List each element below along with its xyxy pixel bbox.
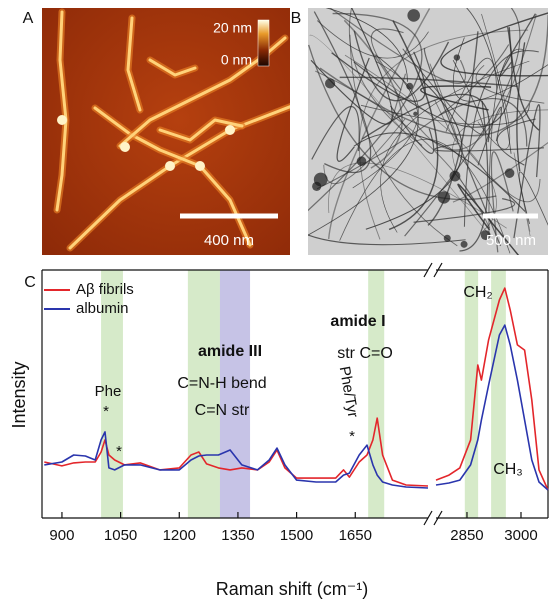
- annotation: *: [349, 428, 355, 445]
- highlight-band: [491, 270, 506, 518]
- tem-cluster: [454, 54, 460, 60]
- tem-cluster: [450, 171, 461, 182]
- colorbar-min-label: 0 nm: [221, 52, 252, 68]
- highlight-band: [188, 270, 220, 518]
- raman-chart: 900 1050 1200 1350 1500 1650 2850 3000 Aβ fibril…: [9, 263, 548, 599]
- page: {"panels": { "a": {"label": "A", "colorb…: [0, 0, 550, 606]
- fibril-node: [57, 115, 67, 125]
- annotation: str C=O: [337, 345, 393, 362]
- tem-cluster: [413, 112, 417, 116]
- panel-label: A: [23, 10, 34, 27]
- x-tick-label: 900: [49, 527, 74, 544]
- colorbar: [258, 20, 269, 66]
- x-tick-label: 1650: [339, 527, 372, 544]
- annotation: Phe/Tyr: [336, 365, 362, 419]
- tem-cluster: [444, 235, 451, 242]
- panel-label: B: [291, 10, 302, 27]
- panel-label: C: [24, 274, 36, 291]
- x-axis-title: Raman shift (cm⁻¹): [216, 579, 369, 599]
- tem-cluster: [357, 156, 367, 166]
- tem-cluster: [461, 241, 468, 248]
- y-axis-title: Intensity: [9, 361, 29, 428]
- fibril-node: [120, 142, 130, 152]
- annotation: Phe: [95, 383, 122, 400]
- scale-bar-label: 500 nm: [486, 232, 536, 249]
- annotation: *: [116, 443, 122, 460]
- annotation: *: [103, 403, 109, 420]
- annotation: amide I: [330, 313, 385, 330]
- scale-bar-label: 400 nm: [204, 232, 254, 249]
- fibril-node: [225, 125, 235, 135]
- tem-cluster: [438, 191, 450, 203]
- tem-cluster: [407, 9, 420, 22]
- annotation: CH₂: [463, 284, 492, 301]
- figure: 20 nm 0 nm 400 nm 500 nm A B C 900 1050 12…: [0, 0, 550, 606]
- highlight-band: [220, 270, 250, 518]
- fibril-node: [195, 161, 205, 171]
- annotation: C=N-H bend: [177, 375, 266, 392]
- fibril-node: [165, 161, 175, 171]
- x-tick-label: 1200: [163, 527, 196, 544]
- highlight-band: [465, 270, 478, 518]
- annotation: C=N str: [195, 402, 250, 419]
- x-tick-label: 2850: [450, 527, 483, 544]
- tem-cluster: [314, 173, 328, 187]
- x-tick-label: 1050: [104, 527, 137, 544]
- legend-label: Aβ fibrils: [76, 281, 134, 298]
- tem-cluster: [325, 78, 335, 88]
- legend-label: albumin: [76, 300, 129, 317]
- x-tick-label: 3000: [504, 527, 537, 544]
- tem-cluster: [505, 168, 515, 178]
- x-tick-label: 1500: [280, 527, 313, 544]
- colorbar-max-label: 20 nm: [213, 20, 252, 36]
- annotation: amide III: [198, 343, 262, 360]
- tem-cluster: [406, 83, 413, 90]
- x-tick-label: 1350: [221, 527, 254, 544]
- annotation: CH₃: [493, 461, 523, 478]
